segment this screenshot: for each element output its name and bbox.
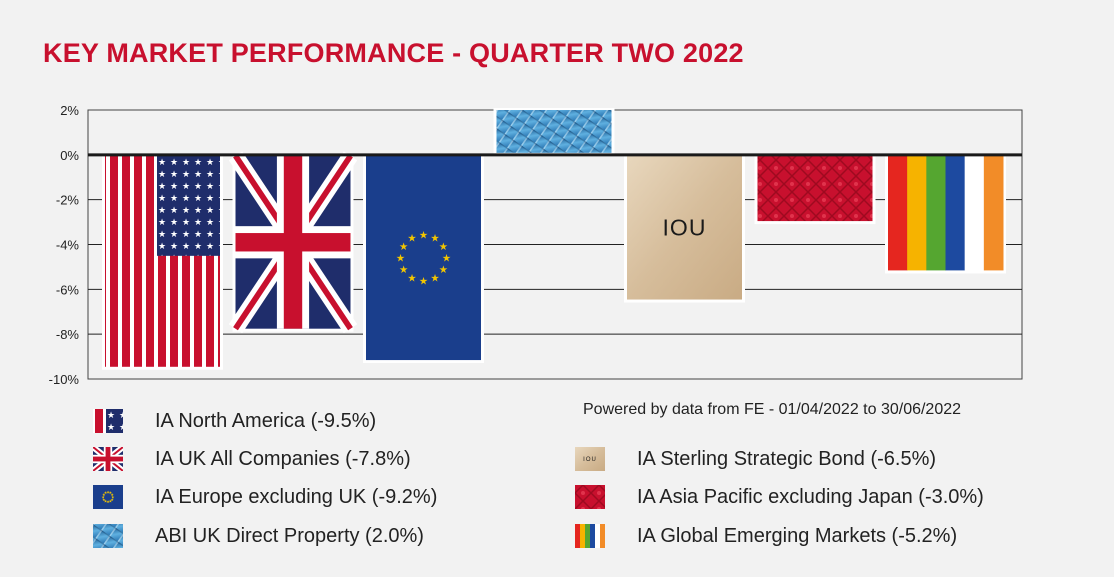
y-tick-label: -2%	[56, 193, 80, 208]
eu-flag-icon: ★★★★★★★★★★★★	[93, 485, 123, 509]
bar-red-silk	[754, 154, 876, 225]
legend-item: IA Asia Pacific excluding Japan (-3.0%)	[575, 485, 984, 509]
svg-text:★: ★	[109, 499, 113, 504]
y-tick-label: -6%	[56, 282, 80, 297]
svg-text:★: ★	[109, 490, 113, 495]
legend-label: IA Global Emerging Markets (-5.2%)	[637, 524, 958, 547]
bar-uk-flag	[228, 151, 358, 334]
svg-text:IOU: IOU	[663, 215, 707, 241]
svg-text:★: ★	[399, 241, 408, 253]
red-silk-icon	[575, 485, 605, 509]
legend-label: ABI UK Direct Property (2.0%)	[155, 524, 424, 547]
svg-text:★: ★	[106, 499, 110, 504]
legend-item: ABI UK Direct Property (2.0%)	[93, 524, 424, 548]
svg-text:★: ★	[110, 492, 114, 497]
legend-label: IA Europe excluding UK (-9.2%)	[155, 485, 438, 508]
svg-text:★: ★	[430, 272, 439, 284]
us-flag-icon	[93, 409, 123, 433]
legend-item: IA North America (-9.5%)	[93, 409, 376, 433]
uk-flag-icon	[93, 447, 123, 471]
legend-item: IA UK All Companies (-7.8%)	[93, 447, 411, 471]
bar-eu-flag: ★ ★★★★★★★★★★★	[363, 154, 484, 364]
y-tick-label: -8%	[56, 327, 80, 342]
svg-text:★: ★	[104, 499, 108, 504]
bar-us-flag	[102, 154, 223, 370]
svg-text:IOU: IOU	[583, 457, 597, 463]
iou-note-icon: IOU	[575, 447, 605, 471]
svg-text:★: ★	[407, 233, 416, 245]
svg-text:★: ★	[407, 272, 416, 284]
svg-text:★: ★	[442, 253, 451, 265]
y-tick-label: -4%	[56, 238, 80, 253]
svg-text:★: ★	[104, 490, 108, 495]
bar-iou-note: IOU	[624, 154, 745, 303]
y-tick-label: -10%	[49, 372, 80, 387]
y-tick-label: 2%	[60, 103, 79, 118]
svg-text:★: ★	[101, 494, 105, 499]
legend-item: IOU IA Sterling Strategic Bond (-6.5%)	[575, 447, 936, 471]
bar-rainbow-stripes	[885, 154, 1006, 274]
svg-text:★: ★	[106, 490, 110, 495]
legend-label: IA UK All Companies (-7.8%)	[155, 447, 411, 470]
svg-text:★: ★	[111, 494, 115, 499]
svg-text:★: ★	[396, 253, 405, 265]
legend-label: IA North America (-9.5%)	[155, 409, 377, 432]
legend-label: IA Sterling Strategic Bond (-6.5%)	[637, 447, 937, 470]
svg-text:★: ★	[102, 492, 106, 497]
svg-text:★: ★	[102, 497, 106, 502]
bar-glass-building	[493, 108, 615, 155]
source-note: Powered by data from FE - 01/04/2022 to …	[583, 401, 962, 418]
legend-label: IA Asia Pacific excluding Japan (-3.0%)	[637, 485, 984, 508]
svg-text:★: ★	[439, 264, 448, 276]
legend-item: ★ ★ ★ ★ ★ ★ ★ ★ ★ ★ ★ ★ IA Europe excluding UK (-9.2…	[93, 485, 437, 509]
svg-text:★: ★	[430, 233, 439, 245]
svg-text:★: ★	[439, 241, 448, 253]
legend-item: IA Global Emerging Markets (-5.2%)	[575, 524, 957, 548]
chart-title: KEY MARKET PERFORMANCE - QUARTER TWO 202…	[43, 38, 744, 68]
svg-text:★: ★	[110, 497, 114, 502]
y-tick-label: 0%	[60, 148, 79, 163]
rainbow-stripes-icon	[575, 524, 605, 548]
svg-text:★: ★	[399, 264, 408, 276]
svg-text:★: ★	[419, 230, 428, 242]
svg-text:★: ★	[419, 276, 428, 288]
glass-building-icon	[93, 524, 123, 548]
